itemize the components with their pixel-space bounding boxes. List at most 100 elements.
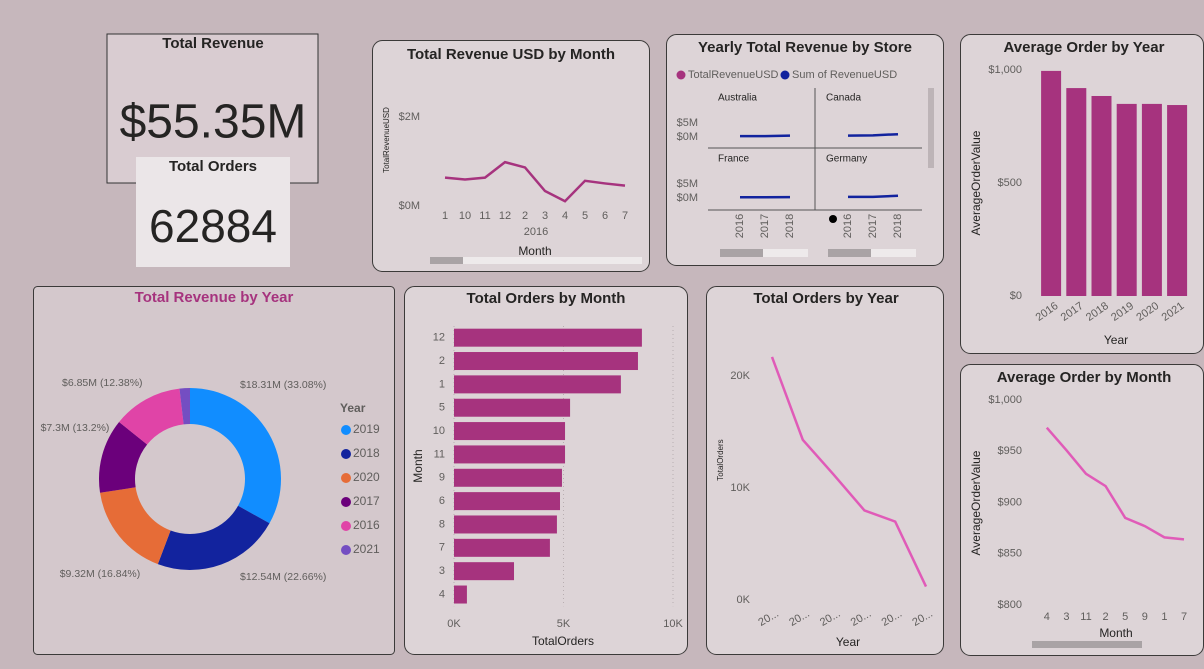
bar xyxy=(454,538,550,557)
x-tick-label: 9 xyxy=(1142,611,1148,623)
y-tick-label: 20K xyxy=(730,370,750,382)
legend-marker xyxy=(676,70,686,80)
y-tick-label: $5M xyxy=(677,178,698,190)
bar xyxy=(1116,103,1137,297)
x-tick-label: 4 xyxy=(562,210,568,222)
scrollbar[interactable] xyxy=(430,257,642,264)
y-tick-label: $2M xyxy=(399,111,420,123)
panel xyxy=(706,286,944,655)
line xyxy=(848,194,899,199)
y-tick-label: 10 xyxy=(433,425,445,437)
y-tick-label: 5 xyxy=(439,402,445,414)
x-tick-label: 3 xyxy=(542,210,548,222)
bar xyxy=(454,328,642,347)
panel-title: Australia xyxy=(718,93,757,104)
legend-marker xyxy=(341,425,351,435)
scrollbar[interactable] xyxy=(828,249,916,257)
legend-label: 2017 xyxy=(353,494,380,508)
data-label: $18.31M (33.08%) xyxy=(240,379,326,391)
y-axis-label: Month xyxy=(411,449,425,482)
pie-slice xyxy=(119,388,184,445)
legend-label: 2016 xyxy=(353,518,380,532)
chart-title: Total Revenue USD by Month xyxy=(407,46,615,63)
legend-label: 2021 xyxy=(353,542,380,556)
bar xyxy=(454,562,515,581)
y-tick-label: $0M xyxy=(677,131,698,143)
bar xyxy=(1091,95,1112,297)
x-tick-label: 1 xyxy=(1161,611,1167,623)
y-tick-label: 6 xyxy=(439,495,445,507)
scrollbar-thumb[interactable] xyxy=(828,249,871,257)
chart-title: Total Revenue by Year xyxy=(135,289,294,306)
line xyxy=(847,132,899,137)
scrollbar[interactable] xyxy=(1032,641,1142,648)
scrollbar-thumb[interactable] xyxy=(720,249,763,257)
y-tick-label: $900 xyxy=(998,496,1022,508)
card xyxy=(136,157,290,267)
bar xyxy=(454,585,467,604)
x-tick-label: 10K xyxy=(663,618,683,630)
panel-title: France xyxy=(718,154,750,165)
bar xyxy=(1141,103,1162,297)
panel xyxy=(33,286,395,655)
y-tick-label: $500 xyxy=(998,177,1022,189)
scrollbar-thumb[interactable] xyxy=(430,257,463,264)
legend-marker xyxy=(341,545,351,555)
bar xyxy=(454,515,557,534)
bar xyxy=(454,375,621,394)
pie-slice xyxy=(99,421,148,493)
y-tick-label: 9 xyxy=(439,472,445,484)
data-label: $12.54M (22.66%) xyxy=(240,571,326,583)
scrollbar[interactable] xyxy=(720,249,808,257)
line xyxy=(740,134,791,138)
y-tick-label: $0M xyxy=(677,192,698,204)
chart-title: Average Order by Year xyxy=(1004,39,1165,56)
x-axis-label: Month xyxy=(1099,626,1132,640)
data-label: $9.32M (16.84%) xyxy=(60,568,141,580)
bar xyxy=(454,352,638,371)
bar xyxy=(1041,70,1062,297)
legend-label: TotalRevenueUSD xyxy=(688,69,779,81)
line xyxy=(444,160,626,203)
x-tick-label: 2017 xyxy=(759,214,771,238)
legend-label: Sum of RevenueUSD xyxy=(792,69,897,81)
x-axis-label: Year xyxy=(836,635,860,649)
line xyxy=(1045,426,1185,541)
legend-label: 2018 xyxy=(353,446,380,460)
line xyxy=(770,356,928,588)
x-tick-label: 2 xyxy=(522,210,528,222)
y-tick-label: $0M xyxy=(399,200,420,212)
bar xyxy=(454,445,566,464)
y-tick-label: 7 xyxy=(439,542,445,554)
panel xyxy=(372,40,650,272)
legend-label: 2019 xyxy=(353,422,380,436)
x-tick-label: 11 xyxy=(1080,611,1091,623)
x-tick-label: 5 xyxy=(1122,611,1128,623)
legend-label: 2020 xyxy=(353,470,380,484)
y-tick-label: 10K xyxy=(730,482,750,494)
y-tick-label: 1 xyxy=(439,378,445,390)
scrollbar[interactable] xyxy=(928,88,934,168)
y-axis-label: AverageOrderValue xyxy=(969,130,983,235)
chart-title: Total Orders by Year xyxy=(753,290,899,307)
x-axis-label: Year xyxy=(1104,333,1128,347)
x-tick-label: 7 xyxy=(1181,611,1187,623)
decor xyxy=(430,88,1142,648)
x-tick-label: 3 xyxy=(1063,611,1069,623)
y-tick-label: 11 xyxy=(434,448,445,460)
x-tick-label: 2017 xyxy=(867,214,879,238)
legend-title: Year xyxy=(340,401,366,415)
x-tick-label: 2016 xyxy=(734,214,746,238)
y-tick-label: $800 xyxy=(998,599,1022,611)
bar xyxy=(454,398,571,417)
pie-slice xyxy=(157,505,270,571)
data-label: $7.3M (13.2%) xyxy=(41,422,110,434)
legend-marker xyxy=(341,473,351,483)
bar xyxy=(1066,88,1087,296)
x-tick-label: 4 xyxy=(1044,611,1050,623)
y-tick-label: $950 xyxy=(998,445,1022,457)
y-tick-label: 8 xyxy=(439,518,445,530)
card-value: 62884 xyxy=(149,200,277,252)
